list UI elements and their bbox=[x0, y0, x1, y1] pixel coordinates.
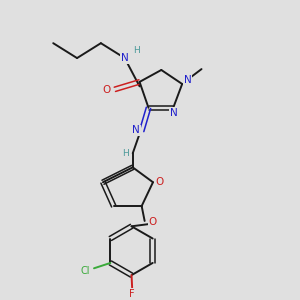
Text: H: H bbox=[122, 149, 129, 158]
Text: O: O bbox=[102, 85, 111, 95]
Text: N: N bbox=[121, 53, 129, 63]
Text: H: H bbox=[133, 46, 140, 55]
Text: N: N bbox=[132, 125, 140, 135]
Text: F: F bbox=[129, 289, 135, 299]
Text: N: N bbox=[170, 108, 178, 118]
Text: O: O bbox=[149, 217, 157, 227]
Text: O: O bbox=[155, 177, 164, 187]
Text: N: N bbox=[184, 74, 191, 85]
Text: Cl: Cl bbox=[80, 266, 90, 276]
